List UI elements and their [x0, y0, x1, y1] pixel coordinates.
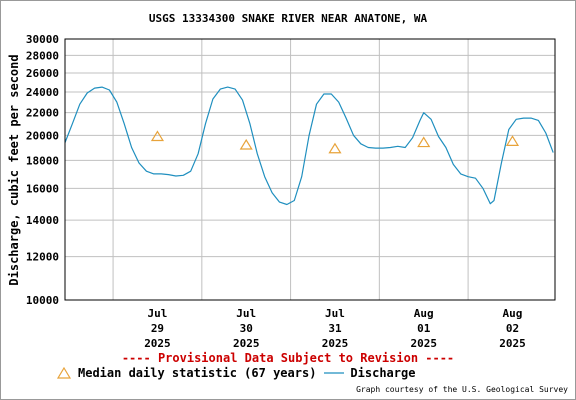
y-tick-label: 12000	[26, 251, 59, 264]
median-marker	[239, 138, 253, 150]
median-marker	[417, 136, 431, 148]
provisional-notice: ---- Provisional Data Subject to Revisio…	[121, 351, 455, 365]
legend-discharge-label: Discharge	[350, 366, 416, 380]
y-tick-label: 28000	[26, 49, 59, 62]
median-layer	[150, 130, 520, 154]
plot-border	[64, 38, 556, 301]
legend: Median daily statistic (67 years) Discha…	[56, 366, 415, 380]
x-tick-label: Aug	[414, 307, 434, 320]
y-tick-label: 10000	[26, 294, 59, 307]
x-tick-label: 2025	[410, 337, 437, 350]
x-tick-label: 01	[417, 322, 431, 335]
median-marker	[150, 130, 165, 142]
y-tick-labels: 30000 28000 26000 24000 22000 20000 18000 16000…	[26, 33, 59, 307]
x-tick-label: 2025	[322, 337, 349, 350]
series-layer	[64, 86, 554, 206]
x-tick-label: Aug	[503, 307, 523, 320]
x-tick-label: 31	[328, 322, 342, 335]
y-tick-label: 14000	[26, 214, 59, 227]
x-tick-label: 2025	[233, 337, 260, 350]
legend-median-label: Median daily statistic (67 years)	[78, 366, 317, 380]
y-tick-label: 16000	[26, 182, 59, 195]
discharge-line-icon	[324, 372, 345, 374]
x-tick-label: 2025	[499, 337, 526, 350]
discharge-line	[64, 86, 554, 206]
y-tick-label: 20000	[26, 129, 59, 142]
x-tick-label: 30	[240, 322, 253, 335]
median-marker	[505, 135, 520, 146]
y-tick-label: 30000	[26, 33, 59, 46]
x-tick-label: 29	[151, 322, 164, 335]
median-triangle-icon	[56, 367, 72, 379]
x-tick-label: Jul	[325, 307, 345, 320]
x-tick-label: Jul	[236, 307, 256, 320]
x-tick-label: 2025	[144, 337, 171, 350]
chart-title: USGS 13334300 SNAKE RIVER NEAR ANATONE, …	[148, 12, 428, 25]
median-marker	[328, 142, 342, 154]
x-tick-label: Jul	[148, 307, 168, 320]
credit-text: Graph courtesy of the U.S. Geological Su…	[356, 385, 568, 394]
y-tick-label: 22000	[26, 107, 59, 120]
y-tick-label: 26000	[26, 67, 59, 80]
x-tick-label: 02	[506, 322, 519, 335]
y-tick-label: 24000	[26, 86, 59, 99]
y-tick-label: 18000	[26, 154, 59, 167]
x-tick-labels: Jul 29 2025 Jul 30 2025 Jul 31 2025 Aug 01 2025 Aug 0…	[144, 307, 526, 350]
grid-layer	[65, 38, 555, 301]
